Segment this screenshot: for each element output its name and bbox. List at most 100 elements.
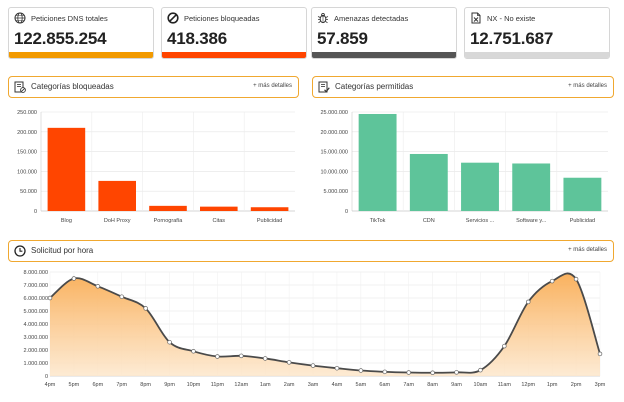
- data-point: [382, 369, 388, 375]
- y-tick-label: 50.000: [20, 189, 37, 195]
- stat-card-threats: Amenazas detectadas 57.859: [311, 7, 457, 59]
- blocked-categories-chart: 0 50.000 100.000 150.000 200.000 250.000 Blog D…: [17, 110, 295, 224]
- bar: [200, 206, 238, 211]
- blocked-categories-header: Categorías bloqueadas + más detalles: [8, 76, 299, 98]
- x-tick-label: 10am: [474, 382, 488, 388]
- bar: [409, 153, 448, 211]
- bar: [149, 205, 187, 211]
- data-point: [47, 295, 53, 301]
- x-tick-label: 8am: [427, 382, 438, 388]
- data-point: [262, 356, 268, 361]
- data-point: [406, 370, 411, 375]
- stat-color-bar: [312, 52, 456, 58]
- data-point: [310, 363, 316, 368]
- y-tick-label: 2.000.000: [24, 348, 48, 354]
- y-tick-label: 3.000.000: [24, 335, 48, 341]
- x-tick-label: DoH Proxy: [104, 218, 131, 224]
- data-point: [239, 353, 244, 359]
- data-point: [597, 351, 603, 357]
- y-tick-label: 0: [345, 209, 348, 215]
- x-tick-label: 8pm: [140, 382, 151, 388]
- x-tick-label: 12am: [234, 382, 248, 388]
- x-tick-label: 9am: [451, 382, 462, 388]
- stat-color-bar: [465, 52, 609, 58]
- x-tick-label: 11pm: [211, 382, 225, 388]
- data-point: [286, 360, 292, 365]
- stat-label: Amenazas detectadas: [334, 14, 409, 23]
- stat-color-bar: [9, 52, 153, 58]
- y-tick-label: 250.000: [17, 110, 37, 116]
- bug-icon: [317, 12, 329, 24]
- panel-title: Categorías permitidas: [335, 82, 414, 91]
- x-tick-label: Publicidad: [570, 218, 595, 224]
- y-tick-label: 15.000.000: [320, 150, 348, 156]
- bar: [250, 207, 289, 211]
- data-point: [430, 370, 435, 375]
- data-point: [478, 367, 483, 373]
- y-tick-label: 5.000.000: [24, 309, 48, 315]
- x-tick-label: 2am: [284, 382, 295, 388]
- y-tick-label: 100.000: [17, 169, 37, 175]
- stat-label: Peticiones bloqueadas: [184, 14, 260, 23]
- x-tick-label: 4am: [332, 382, 343, 388]
- panel-title: Categorías bloqueadas: [31, 82, 114, 91]
- bar: [358, 113, 397, 211]
- block-icon: [167, 12, 179, 24]
- x-tick-label: 1am: [260, 382, 271, 388]
- x-tick-label: Pornografía: [154, 218, 184, 224]
- x-tick-label: CDN: [423, 218, 435, 224]
- hourly-requests-header: Solicitud por hora + más detalles: [8, 240, 614, 262]
- x-tick-label: 11am: [498, 382, 512, 388]
- x-tick-label: Blog: [61, 218, 72, 224]
- y-tick-label: 8.000.000: [24, 270, 48, 276]
- stat-label: NX - No existe: [487, 14, 536, 23]
- globe-icon: [14, 12, 26, 24]
- y-tick-label: 7.000.000: [24, 283, 48, 289]
- y-tick-label: 20.000.000: [320, 130, 348, 136]
- more-details-link[interactable]: + más detalles: [253, 83, 292, 89]
- y-tick-label: 4.000.000: [24, 322, 48, 328]
- area-fill: [50, 273, 600, 376]
- panel-title: Solicitud por hora: [31, 246, 94, 255]
- x-tick-label: Citas: [213, 218, 226, 224]
- stat-color-bar: [162, 52, 306, 58]
- y-tick-label: 5.000.000: [324, 189, 348, 195]
- data-point: [526, 299, 531, 305]
- data-point: [215, 354, 220, 359]
- x-tick-label: 4pm: [45, 382, 56, 388]
- x-tick-label: 3am: [308, 382, 319, 388]
- data-point: [549, 278, 555, 284]
- stat-value: 57.859: [317, 29, 368, 48]
- data-point: [191, 349, 196, 354]
- bar: [461, 162, 499, 211]
- stat-value: 122.855.254: [14, 29, 107, 48]
- stat-value: 12.751.687: [470, 29, 554, 48]
- x-tick-label: 7pm: [116, 382, 127, 388]
- stat-label: Peticiones DNS totales: [31, 14, 108, 23]
- data-point: [119, 294, 124, 299]
- hourly-requests-chart: 0 1.000.000 2.000.000 3.000.000 4.000.000 5.0…: [24, 270, 606, 388]
- stat-card-total: Peticiones DNS totales 122.855.254: [8, 7, 154, 59]
- x-tick-label: 2pm: [571, 382, 582, 388]
- data-point: [167, 339, 172, 345]
- data-point: [71, 276, 77, 281]
- x-tick-label: 5am: [356, 382, 367, 388]
- x-tick-label: 12pm: [521, 382, 535, 388]
- more-details-link[interactable]: + más detalles: [568, 83, 607, 89]
- stat-card-nx: NX - No existe 12.751.687: [464, 7, 610, 59]
- allowed-categories-chart: 0 5.000.000 10.000.000 15.000.000 20.000.000…: [320, 110, 608, 224]
- y-tick-label: 1.000.000: [24, 361, 48, 367]
- data-point: [454, 370, 459, 375]
- bar: [98, 180, 136, 211]
- document-x-icon: [471, 12, 481, 24]
- x-tick-label: 10pm: [187, 382, 201, 388]
- data-point: [143, 306, 148, 311]
- x-tick-label: 5pm: [69, 382, 80, 388]
- data-point: [358, 368, 364, 373]
- more-details-link[interactable]: + más detalles: [568, 247, 607, 253]
- data-point: [502, 343, 507, 349]
- x-tick-label: TikTok: [370, 218, 386, 224]
- y-tick-label: 0: [45, 374, 48, 380]
- x-tick-label: Publicidad: [257, 218, 282, 224]
- x-tick-label: 6am: [379, 382, 390, 388]
